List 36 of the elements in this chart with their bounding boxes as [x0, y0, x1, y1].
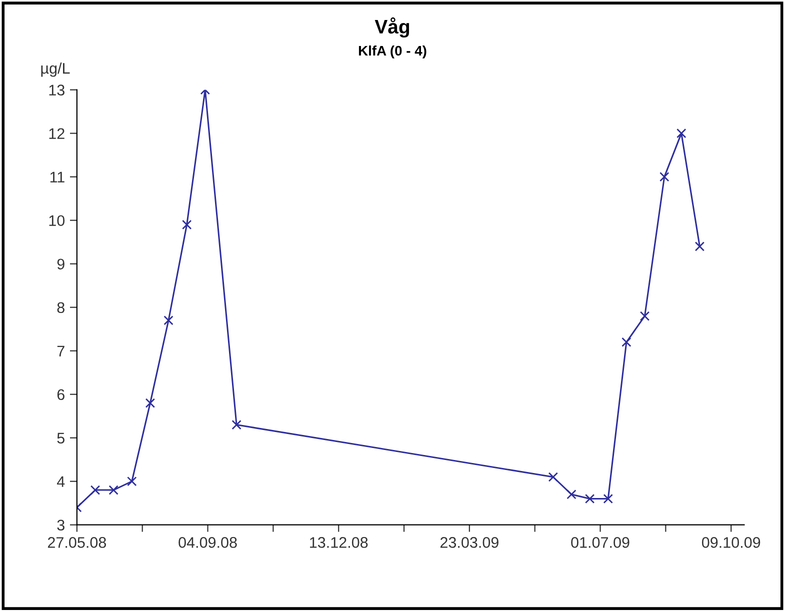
chart-subtitle: KlfA (0 - 4)	[358, 45, 426, 58]
point	[640, 311, 650, 321]
y-tick-label: 10	[49, 215, 65, 226]
y-tick-label: 6	[57, 389, 64, 400]
y-tick-label: 7	[57, 346, 64, 356]
point	[90, 485, 100, 495]
y-tick-label: 12	[49, 128, 64, 139]
x-tick-label: 13.12.08	[310, 537, 368, 548]
y-tick-label: 13	[49, 84, 64, 96]
point	[660, 172, 670, 182]
point	[182, 220, 192, 230]
point	[584, 494, 595, 504]
y-tick-label: 9	[57, 258, 64, 270]
point	[622, 337, 632, 347]
point	[145, 398, 156, 408]
x-tick-label: 23.03.09	[440, 537, 498, 548]
y-tick-label: 3	[57, 520, 64, 531]
y-tick-label: 4	[56, 476, 65, 487]
point	[164, 316, 174, 326]
point	[676, 128, 686, 138]
point	[108, 485, 118, 495]
x-tick-label: 04.09.08	[178, 537, 237, 548]
point	[603, 494, 613, 504]
point	[127, 476, 137, 486]
y-tick-label: 5	[57, 432, 64, 444]
x-tick-label: 09.10.09	[702, 537, 760, 548]
chart-title: Våg	[374, 17, 410, 38]
x-tick-label: 27.05.08	[48, 537, 106, 548]
y-tick-label: 11	[50, 172, 64, 182]
y-axis-title: µg/L	[41, 62, 70, 77]
x-tick-label: 01.07.09	[571, 537, 630, 548]
point	[566, 490, 576, 500]
point	[548, 472, 558, 482]
y-tick-label: 8	[57, 302, 64, 314]
point	[694, 242, 705, 252]
point	[232, 420, 242, 430]
